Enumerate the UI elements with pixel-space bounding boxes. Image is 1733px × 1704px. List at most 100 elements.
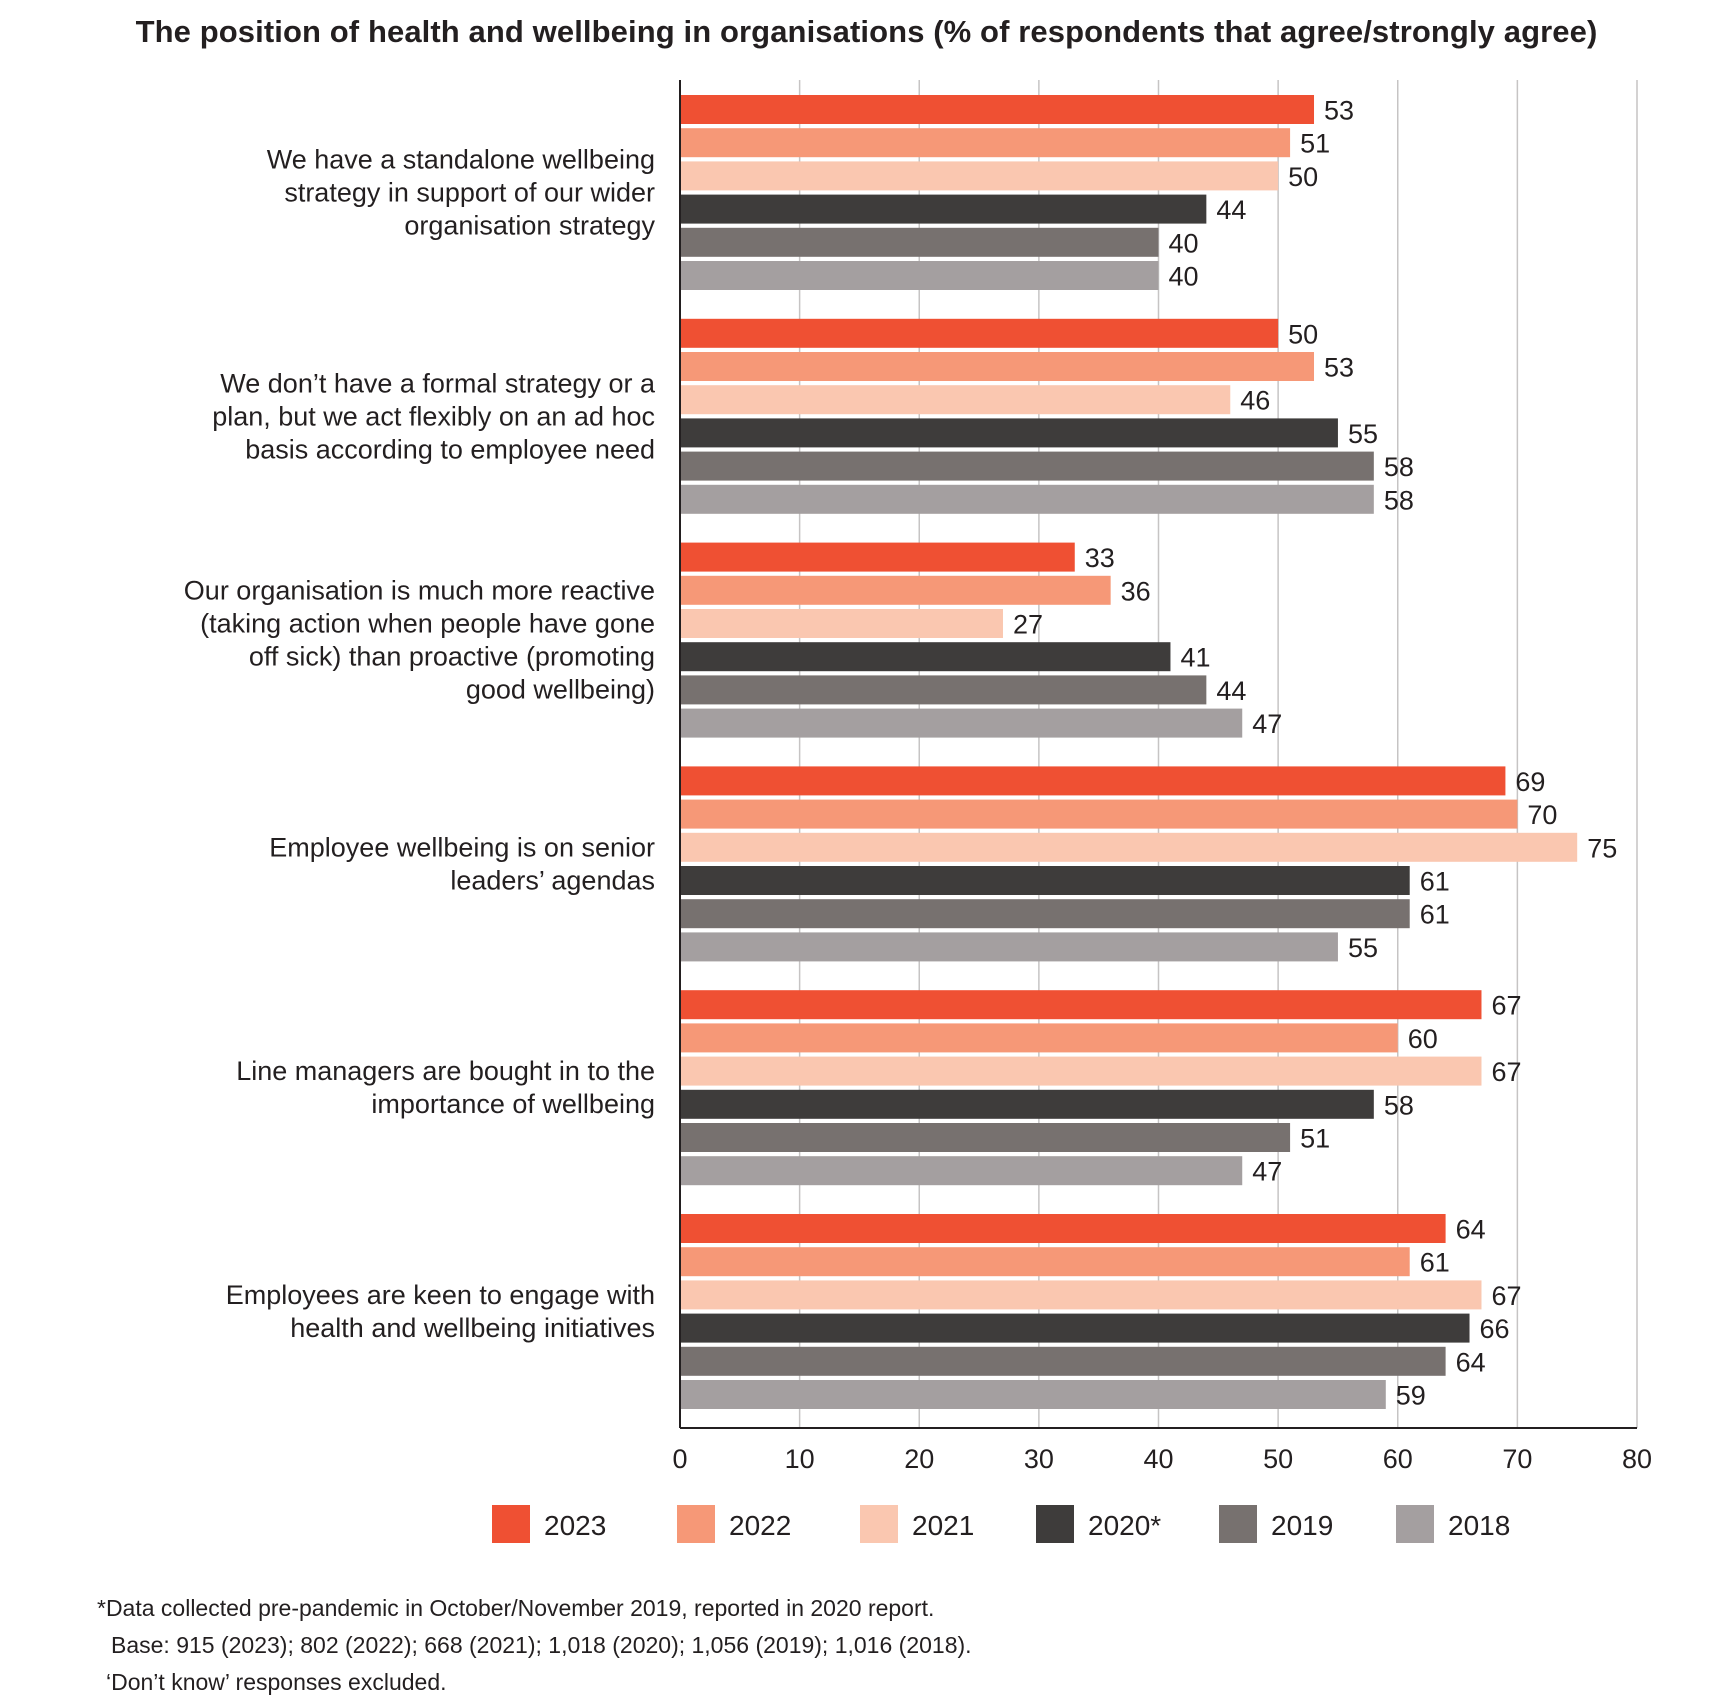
bar bbox=[680, 932, 1338, 962]
value-label: 40 bbox=[1169, 228, 1199, 258]
value-label: 55 bbox=[1348, 933, 1378, 963]
bar bbox=[680, 1380, 1386, 1409]
x-tick-label: 80 bbox=[1622, 1444, 1652, 1474]
bar bbox=[680, 484, 1374, 514]
value-label: 67 bbox=[1491, 1281, 1521, 1311]
value-label: 58 bbox=[1384, 452, 1414, 482]
value-label: 44 bbox=[1216, 676, 1246, 706]
value-label: 75 bbox=[1587, 833, 1617, 863]
category-label: Employees are keen to engage with health … bbox=[226, 1280, 655, 1343]
category-label-line: leaders’ agendas bbox=[450, 865, 655, 895]
bar bbox=[680, 990, 1482, 1020]
value-label: 59 bbox=[1396, 1381, 1426, 1411]
legend-swatch bbox=[1036, 1505, 1074, 1543]
value-label: 67 bbox=[1491, 991, 1521, 1021]
value-label: 58 bbox=[1384, 485, 1414, 515]
category-label-line: Employees are keen to engage with bbox=[226, 1280, 655, 1310]
x-tick-label: 70 bbox=[1502, 1444, 1532, 1474]
legend-swatch bbox=[492, 1505, 530, 1543]
value-label: 53 bbox=[1324, 96, 1354, 126]
footnote-base: Base: 915 (2023); 802 (2022); 668 (2021)… bbox=[111, 1632, 972, 1658]
category-label-line: plan, but we act flexibly on an ad hoc bbox=[212, 401, 655, 431]
legend-label: 2023 bbox=[544, 1510, 606, 1541]
legend-swatch bbox=[677, 1505, 715, 1543]
legend-swatch bbox=[1219, 1505, 1257, 1543]
x-tick-label: 30 bbox=[1024, 1444, 1054, 1474]
legend-label: 2018 bbox=[1448, 1510, 1510, 1541]
axes: 0 10 20 30 40 50 60 70 80 bbox=[672, 80, 1652, 1474]
bar bbox=[680, 1346, 1446, 1376]
bar bbox=[680, 1313, 1470, 1343]
bar bbox=[680, 385, 1231, 415]
bar bbox=[680, 161, 1279, 191]
value-label: 50 bbox=[1288, 319, 1318, 349]
category-label-line: (taking action when people have gone bbox=[200, 609, 655, 639]
value-label: 60 bbox=[1408, 1024, 1438, 1054]
value-label: 27 bbox=[1013, 610, 1043, 640]
value-label: 46 bbox=[1240, 386, 1270, 416]
bar bbox=[680, 766, 1506, 796]
bar bbox=[680, 1023, 1398, 1053]
bar bbox=[680, 318, 1279, 348]
value-label: 50 bbox=[1288, 162, 1318, 192]
bar bbox=[680, 418, 1338, 448]
bar bbox=[680, 1247, 1410, 1277]
category-label-line: good wellbeing) bbox=[466, 675, 655, 705]
value-label: 36 bbox=[1121, 576, 1151, 606]
bar bbox=[680, 1156, 1243, 1186]
bar bbox=[680, 575, 1111, 605]
bar bbox=[680, 799, 1518, 829]
value-label: 51 bbox=[1300, 129, 1330, 159]
value-label: 51 bbox=[1300, 1124, 1330, 1154]
value-label: 55 bbox=[1348, 419, 1378, 449]
x-tick-label: 50 bbox=[1263, 1444, 1293, 1474]
legend: 2023 2022 2021 2020* 2019 2018 bbox=[492, 1505, 1510, 1543]
bar bbox=[680, 832, 1578, 862]
legend-label: 2021 bbox=[912, 1510, 974, 1541]
category-label: We have a standalone wellbeing strategy i… bbox=[267, 145, 656, 241]
bar bbox=[680, 1214, 1446, 1243]
gridlines bbox=[798, 80, 1638, 1428]
value-label: 69 bbox=[1515, 767, 1545, 797]
chart-title: The position of health and wellbeing in … bbox=[135, 14, 1598, 49]
bar bbox=[680, 642, 1171, 672]
bar bbox=[680, 1056, 1482, 1086]
legend-swatch bbox=[1396, 1505, 1434, 1543]
value-label: 70 bbox=[1527, 800, 1557, 830]
category-label-line: Our organisation is much more reactive bbox=[184, 576, 655, 606]
category-label-line: off sick) than proactive (promoting bbox=[249, 642, 655, 672]
category-label-line: Line managers are bought in to the bbox=[236, 1056, 655, 1086]
bar bbox=[680, 352, 1315, 381]
value-label: 66 bbox=[1480, 1314, 1510, 1344]
value-label: 64 bbox=[1456, 1347, 1486, 1377]
category-label-line: basis according to employee need bbox=[245, 434, 655, 464]
category-label-line: strategy in support of our wider bbox=[284, 178, 655, 208]
category-label-line: We don’t have a formal strategy or a bbox=[220, 368, 656, 398]
category-label-line: Employee wellbeing is on senior bbox=[269, 832, 655, 862]
value-label: 58 bbox=[1384, 1090, 1414, 1120]
value-label: 53 bbox=[1324, 353, 1354, 383]
category-label: We don’t have a formal strategy or a plan… bbox=[212, 368, 656, 464]
category-label: Line managers are bought in to the import… bbox=[236, 1056, 655, 1119]
legend-label: 2022 bbox=[729, 1510, 791, 1541]
value-label: 41 bbox=[1180, 643, 1210, 673]
bar bbox=[680, 708, 1243, 738]
value-label: 33 bbox=[1085, 543, 1115, 573]
value-label: 47 bbox=[1252, 709, 1282, 739]
category-label-line: health and wellbeing initiatives bbox=[290, 1313, 655, 1343]
bar bbox=[680, 899, 1410, 929]
category-label: Our organisation is much more reactive (t… bbox=[184, 576, 655, 705]
footnote-pandemic: *Data collected pre-pandemic in October/… bbox=[97, 1595, 935, 1621]
bar bbox=[680, 1280, 1482, 1310]
value-label: 61 bbox=[1420, 900, 1450, 930]
legend-label: 2019 bbox=[1271, 1510, 1333, 1541]
legend-label: 2020* bbox=[1088, 1510, 1161, 1541]
value-label: 44 bbox=[1216, 195, 1246, 225]
x-tick-label: 10 bbox=[785, 1444, 815, 1474]
bar bbox=[680, 675, 1207, 705]
x-tick-label: 0 bbox=[672, 1444, 687, 1474]
value-label: 64 bbox=[1456, 1215, 1486, 1245]
bar bbox=[680, 194, 1207, 224]
x-tick-label: 20 bbox=[904, 1444, 934, 1474]
